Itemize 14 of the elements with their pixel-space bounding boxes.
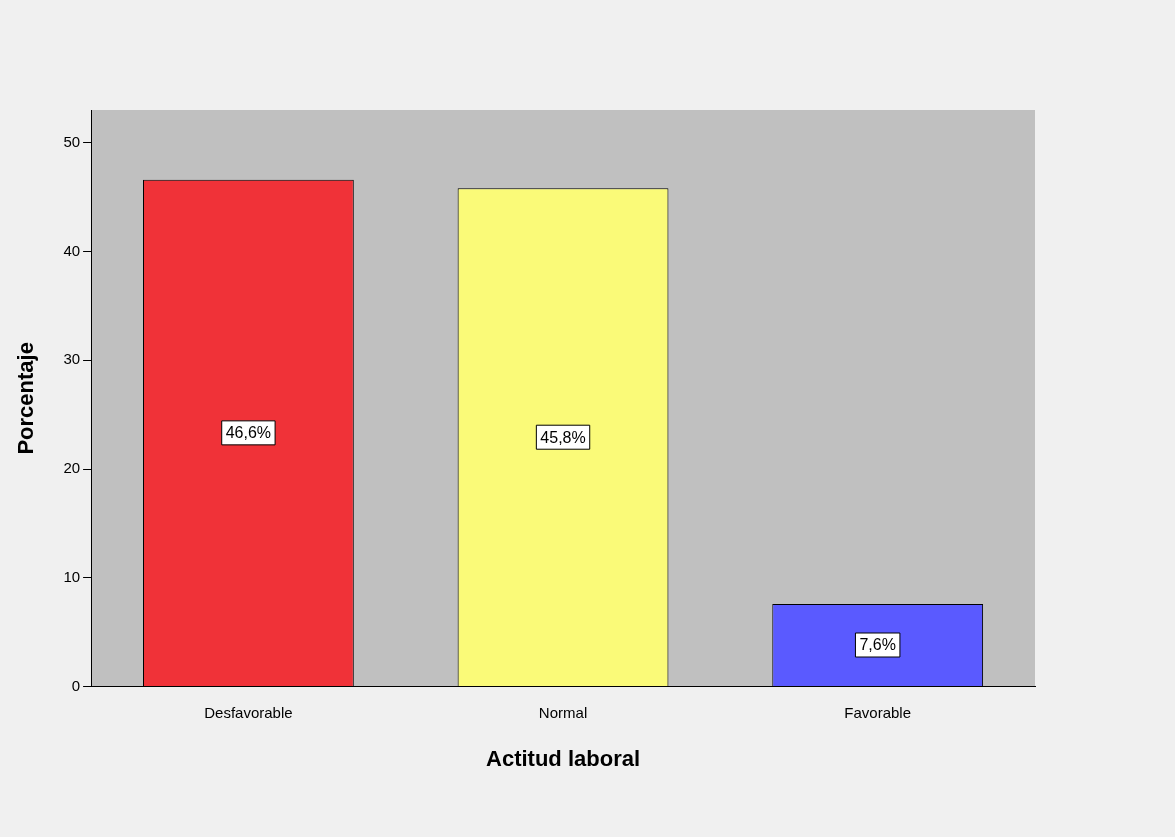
data-label: 45,8%: [540, 428, 586, 446]
x-tick-label: Desfavorable: [204, 703, 293, 721]
data-label: 46,6%: [225, 424, 272, 442]
x-tick-label: Favorable: [844, 703, 912, 721]
y-tick-label: 0: [71, 676, 81, 694]
y-tick-label: 50: [63, 132, 81, 150]
y-tick-label: 40: [63, 241, 81, 259]
y-tick-label: 30: [63, 350, 81, 368]
data-label: 7,6%: [859, 636, 896, 654]
x-axis-title: Actitud laboral: [486, 745, 641, 771]
y-axis-title: Porcentaje: [13, 342, 39, 455]
x-tick-label: Normal: [538, 703, 588, 721]
y-tick-label: 10: [63, 567, 81, 585]
y-tick-label: 20: [63, 459, 81, 477]
